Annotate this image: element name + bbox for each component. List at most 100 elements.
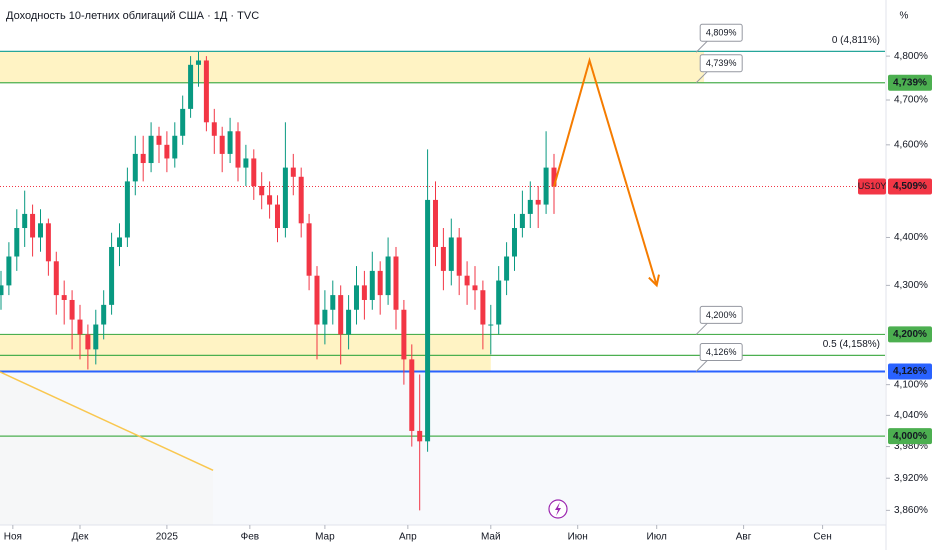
- candle-body: [290, 167, 296, 177]
- level-label: 0 (4,811%): [832, 35, 880, 46]
- zone: [0, 334, 491, 372]
- y-tick-label: 4,400%: [894, 232, 928, 243]
- level-label: 0.5 (4,158%): [823, 339, 880, 350]
- candle-body: [85, 334, 91, 350]
- callout-pointer: [695, 359, 709, 372]
- callout-box: [699, 342, 743, 361]
- price-badge: [888, 428, 932, 445]
- candle-body: [282, 167, 288, 229]
- candle-body: [361, 285, 367, 300]
- candle-body: [101, 304, 107, 325]
- y-tick-label: 4,600%: [894, 139, 928, 150]
- candle-body: [148, 135, 154, 164]
- y-tick-label: 4,040%: [894, 410, 928, 421]
- candle-body: [298, 176, 304, 224]
- x-tick-label: Сен: [813, 532, 831, 543]
- candle-body: [251, 158, 257, 187]
- candle-body: [109, 246, 115, 305]
- candle-body: [448, 237, 454, 271]
- candle-body: [519, 213, 525, 229]
- candle-body: [330, 295, 336, 310]
- y-tick-label: 4,800%: [894, 51, 928, 62]
- price-badge-label: 4,509%: [893, 181, 927, 192]
- candle-body: [440, 246, 446, 271]
- candle-body: [369, 270, 375, 300]
- price-badge: [888, 74, 932, 91]
- price-badge: [888, 363, 932, 380]
- y-tick-label: 4,100%: [894, 379, 928, 390]
- x-tick-label: Фев: [241, 532, 259, 543]
- candle-body: [188, 64, 194, 109]
- y-tick-label: 4,700%: [894, 95, 928, 106]
- callout-label: 4,809%: [706, 28, 737, 38]
- y-tick-label: 3,860%: [894, 505, 928, 516]
- callout-pointer: [695, 70, 709, 84]
- candle-body: [195, 60, 201, 65]
- candle-body: [156, 135, 162, 145]
- x-tick-label: Июн: [568, 532, 588, 543]
- candle-body: [432, 199, 438, 247]
- candle-body: [456, 237, 462, 276]
- candle-body: [338, 295, 344, 335]
- lightning-icon[interactable]: [548, 499, 568, 519]
- candle-body: [551, 167, 557, 187]
- x-tick-label: Май: [481, 532, 501, 543]
- candle-body: [274, 204, 280, 229]
- candle-body: [22, 213, 28, 229]
- candle-body: [77, 319, 83, 335]
- chart-title: Доходность 10-летних облигаций США · 1Д …: [6, 10, 259, 22]
- candle-body: [219, 135, 225, 154]
- candle-body: [314, 275, 320, 325]
- candle-body: [6, 256, 12, 286]
- x-tick-label: Ноя: [4, 532, 22, 543]
- candle-body: [385, 256, 391, 296]
- x-tick-label: 2025: [156, 532, 179, 543]
- candle-body: [393, 256, 399, 310]
- x-tick-label: Авг: [736, 532, 752, 543]
- candle-body: [0, 285, 4, 296]
- callout-pointer: [695, 322, 709, 335]
- candle-body: [472, 285, 478, 291]
- lower-region: [0, 371, 885, 525]
- trendline: [0, 371, 214, 471]
- candle-body: [203, 60, 209, 123]
- candle-body: [53, 261, 59, 296]
- x-tick-label: Апр: [399, 532, 417, 543]
- price-badge-label: 4,000%: [893, 431, 927, 442]
- candle-body: [164, 144, 170, 159]
- candle-body: [259, 186, 265, 196]
- callout-label: 4,200%: [706, 310, 737, 320]
- y-tick-label: 3,920%: [894, 473, 928, 484]
- symbol-badge-label: US10Y: [858, 181, 887, 191]
- candle-body: [243, 158, 249, 168]
- candle-body: [14, 228, 20, 257]
- candle-body: [409, 359, 415, 431]
- candle-body: [180, 108, 186, 136]
- callout-label: 4,126%: [706, 347, 737, 357]
- candle-body: [69, 299, 75, 320]
- callout-box: [699, 23, 743, 42]
- projection-line: [553, 56, 658, 286]
- symbol-badge: [858, 178, 886, 195]
- candle-body: [535, 199, 541, 205]
- y-tick-label: 3,980%: [894, 441, 928, 452]
- candle-body: [37, 223, 43, 238]
- candle-body: [322, 309, 328, 325]
- candle-body: [45, 223, 51, 262]
- x-tick-label: Дек: [72, 532, 89, 543]
- candle-body: [480, 290, 486, 325]
- candle-body: [496, 280, 502, 325]
- axis-unit: %: [900, 11, 909, 22]
- candle-body: [267, 195, 273, 205]
- candle-body: [132, 153, 138, 182]
- candle-body: [235, 131, 241, 168]
- candle-body: [401, 309, 407, 360]
- candle-body: [172, 135, 178, 159]
- price-badge-label: 4,126%: [893, 366, 927, 377]
- x-tick-label: Июл: [647, 532, 667, 543]
- price-badge-label: 4,200%: [893, 329, 927, 340]
- candle-body: [488, 324, 494, 326]
- price-badge: [888, 326, 932, 343]
- candle-body: [306, 223, 312, 276]
- candle-body: [140, 153, 146, 164]
